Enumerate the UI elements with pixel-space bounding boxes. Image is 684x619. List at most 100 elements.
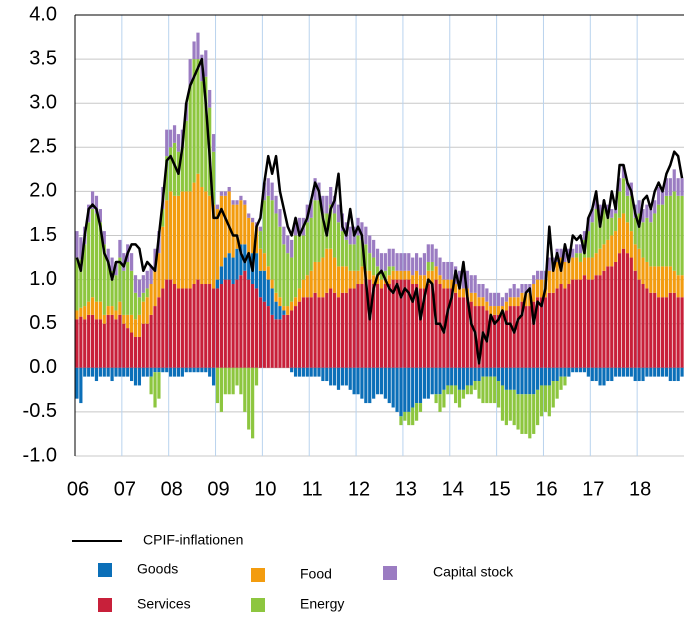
bar-segment [504,367,508,390]
bar-segment [450,367,454,386]
bar-segment [469,367,473,386]
bar-segment [657,204,661,267]
bar-segment [290,239,294,258]
bar-segment [680,178,684,196]
bar-segment [247,253,251,280]
bar-segment [547,292,551,368]
bar-segment [617,367,622,377]
bar-segment [176,288,181,368]
bar-segment [512,367,516,390]
bar-segment [87,367,91,377]
bar-segment [645,204,649,218]
x-tick-label: 13 [395,478,417,500]
bar-segment [582,367,587,373]
bar-segment [321,297,325,368]
bar-segment [528,394,532,439]
bar-segment [375,266,380,276]
bar-segment [94,195,99,214]
bar-segment [473,292,477,307]
bar-segment [133,292,138,320]
bar-segment [481,284,485,298]
bar-segment [418,367,423,404]
bar-segment [360,367,364,399]
bar-segment [247,213,251,218]
bar-segment [75,319,79,368]
bar-segment [664,367,669,377]
bar-segment [660,367,665,377]
bar-segment [473,367,477,382]
axes [74,14,684,456]
bar-segment [372,367,376,399]
bar-segment [141,292,145,302]
bar-segment [598,367,602,386]
bar-segment [219,284,223,368]
bar-segment [126,314,130,329]
bar-segment [653,266,657,293]
bar-segment [90,314,95,368]
bar-segment [364,244,368,271]
bar-segment [153,270,157,307]
bar-segment [75,257,79,311]
bar-segment [223,191,227,196]
bar-segment [165,129,169,157]
bar-segment [500,385,505,421]
bar-segment [348,288,352,368]
bar-segment [188,59,192,86]
bar-segment [434,367,438,395]
bar-segment [321,213,325,258]
bar-segment [219,367,223,412]
bar-segment [247,279,251,368]
bar-segment [208,89,212,108]
bar-segment [286,235,290,254]
bar-segment [469,301,473,368]
bar-segment [520,367,524,395]
bar-segment [512,389,516,426]
bar-segment [94,213,99,302]
bar-segment [610,217,614,236]
bar-segment [641,367,645,382]
bar-segment [204,367,208,373]
bar-segment [211,134,216,152]
bar-segment [676,195,680,276]
bar-segment [180,288,184,368]
bar-segment [422,253,426,276]
bar-segment [235,204,239,249]
bar-segment [637,279,641,368]
bar-segment [251,222,255,254]
bar-segment [130,332,134,368]
bar-segment [333,257,337,293]
bar-segment [403,279,407,368]
bar-segment [625,253,629,368]
bar-segment [469,275,473,293]
bar-segment [504,301,508,311]
bar-segment [364,226,368,245]
x-tick-label: 16 [535,478,557,500]
bar-segment [617,253,622,368]
bar-segment [539,385,544,417]
bar-segment [418,288,423,368]
y-tick-label: 1.5 [29,224,57,246]
bar-segment [614,231,618,262]
bar-segment [598,204,602,218]
bar-segment [145,288,149,298]
bar-segment [375,284,380,368]
bar-segment [137,297,142,315]
bar-segment [200,81,204,187]
bar-segment [383,253,387,271]
bar-segment [309,200,313,218]
bar-segment [169,191,173,280]
bar-segment [317,297,321,368]
bar-segment [196,173,200,280]
bar-segment [149,314,153,368]
bar-segment [676,275,680,298]
bar-segment [348,367,352,390]
bar-segment [301,235,305,280]
bar-segment [493,376,497,404]
bar-segment [457,389,462,408]
bar-segment [508,288,512,298]
bar-segment [325,248,329,293]
bar-segment [567,367,571,377]
bar-segment [477,297,481,307]
bar-segment [161,288,165,368]
bar-segment [258,248,263,271]
